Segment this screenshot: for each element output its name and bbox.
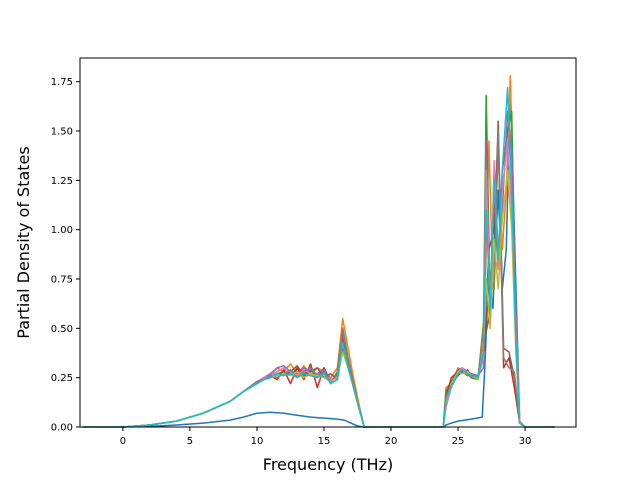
series-line-8 [82, 130, 555, 428]
y-tick-label: 1.50 [51, 127, 73, 138]
x-tick-label: 10 [251, 436, 264, 447]
x-tick-label: 25 [452, 436, 465, 447]
x-axis-label: Frequency (THz) [263, 455, 393, 474]
x-tick-label: 20 [385, 436, 398, 447]
y-tick-label: 0.25 [51, 373, 73, 384]
series-layer [82, 75, 555, 428]
y-tick-label: 1.00 [51, 225, 73, 236]
y-tick-label: 1.25 [51, 176, 73, 187]
y-tick-label: 0.00 [51, 423, 73, 434]
x-tick-label: 30 [519, 436, 532, 447]
plot-frame [79, 57, 577, 428]
x-tick-label: 5 [187, 436, 193, 447]
series-line-10 [82, 86, 555, 428]
y-tick-label: 0.75 [51, 275, 73, 286]
y-axis: 0.00 0.25 0.50 0.75 1.00 1.25 1.50 1.75 [51, 77, 80, 434]
y-tick-label: 1.75 [51, 77, 73, 88]
y-axis-label: Partial Density of States [14, 146, 33, 338]
x-axis: 0 5 10 15 20 25 30 [120, 427, 532, 447]
y-tick-label: 0.50 [51, 324, 73, 335]
x-tick-label: 15 [318, 436, 331, 447]
x-tick-label: 0 [120, 436, 126, 447]
